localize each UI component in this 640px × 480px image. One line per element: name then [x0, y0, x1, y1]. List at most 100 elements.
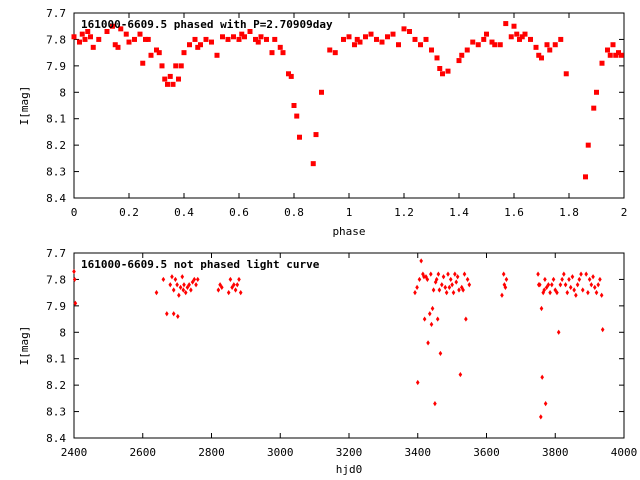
- data-point: [401, 26, 407, 32]
- data-point: [396, 42, 401, 48]
- data-point: [232, 282, 236, 288]
- data-point: [455, 274, 460, 280]
- data-point: [462, 271, 467, 277]
- data-point: [475, 42, 481, 48]
- data-point: [216, 287, 221, 293]
- data-point: [374, 36, 379, 42]
- data-point: [192, 276, 197, 283]
- data-point: [233, 287, 238, 293]
- data-point: [72, 276, 77, 283]
- data-point: [533, 44, 539, 50]
- data-point: [553, 287, 558, 293]
- x-tick-label: 0.6: [229, 206, 249, 219]
- data-point: [72, 268, 76, 275]
- x-ticks-phased: 0 0.2 0.4 0.6 0.8 1 1.2 1.4 1.6 1.8 2: [71, 13, 628, 219]
- data-point: [454, 279, 459, 285]
- data-point: [352, 42, 357, 48]
- data-point: [161, 276, 166, 283]
- data-point: [182, 282, 186, 288]
- data-point: [536, 52, 542, 58]
- data-point: [415, 284, 419, 290]
- data-point: [461, 287, 465, 293]
- y-tick-label: 7.9: [46, 60, 66, 73]
- data-point: [618, 52, 624, 58]
- data-point: [176, 76, 181, 82]
- data-point: [203, 36, 209, 42]
- data-point: [567, 276, 571, 283]
- data-point: [596, 282, 601, 288]
- data-point: [556, 329, 561, 335]
- data-point: [137, 31, 143, 37]
- data-point: [173, 63, 179, 69]
- x-tick-label: 3800: [542, 446, 569, 459]
- y-tick-label: 8: [59, 86, 66, 99]
- x-tick-label: 0: [71, 206, 78, 219]
- data-point: [444, 290, 449, 296]
- data-point: [434, 276, 439, 283]
- data-point: [177, 292, 181, 298]
- data-point: [517, 36, 522, 42]
- data-point: [173, 276, 178, 283]
- data-point: [198, 42, 203, 48]
- data-point: [104, 29, 110, 34]
- data-point: [433, 279, 438, 285]
- data-point: [194, 282, 198, 288]
- data-point: [426, 340, 430, 346]
- data-point: [195, 276, 200, 283]
- data-point: [446, 271, 450, 277]
- x-tick-label: 1.6: [504, 206, 524, 219]
- data-point: [459, 52, 465, 58]
- data-point: [181, 50, 187, 56]
- data-point: [522, 31, 528, 37]
- data-point: [450, 282, 454, 288]
- data-point: [242, 34, 247, 40]
- plot-frame: [73, 252, 625, 439]
- data-point: [421, 271, 425, 277]
- data-point: [171, 287, 176, 293]
- y-tick-label: 7.7: [46, 7, 66, 20]
- x-tick-label: 0.2: [119, 206, 139, 219]
- data-point: [429, 321, 434, 327]
- data-point: [407, 29, 412, 34]
- data-point: [431, 287, 436, 293]
- y-tick-label: 8.4: [46, 432, 66, 445]
- data-point: [363, 34, 368, 40]
- x-tick-label: 2: [621, 206, 628, 219]
- data-point: [508, 34, 514, 40]
- data-point: [253, 36, 258, 42]
- y-tick-label: 8.4: [46, 192, 66, 205]
- data-point: [236, 36, 242, 42]
- data-point: [170, 274, 174, 280]
- data-point: [168, 282, 173, 288]
- y-tick-label: 7.7: [46, 247, 66, 260]
- x-tick-label: 3000: [267, 446, 294, 459]
- data-point: [332, 50, 338, 56]
- data-point: [429, 271, 433, 277]
- data-point: [235, 282, 240, 288]
- data-point: [422, 274, 426, 280]
- y-tick-label: 8.2: [46, 379, 66, 392]
- data-point: [341, 36, 346, 42]
- data-point: [599, 60, 605, 66]
- data-point: [427, 311, 432, 317]
- data-point: [441, 274, 446, 280]
- data-point: [154, 290, 159, 296]
- data-point: [112, 42, 118, 48]
- data-point: [189, 287, 193, 293]
- data-point: [447, 284, 452, 290]
- data-point: [310, 161, 316, 167]
- x-tick-label: 1: [346, 206, 353, 219]
- x-tick-label: 1.8: [559, 206, 579, 219]
- data-point: [170, 81, 176, 87]
- x-tick-label: 2800: [198, 446, 225, 459]
- data-point: [605, 47, 610, 53]
- data-point: [79, 31, 85, 37]
- data-point: [96, 36, 102, 42]
- data-point: [123, 31, 129, 37]
- data-point: [77, 39, 82, 45]
- plot-area-unphased: [73, 252, 625, 439]
- data-point: [598, 276, 602, 283]
- data-point: [327, 47, 333, 53]
- data-point: [481, 36, 487, 42]
